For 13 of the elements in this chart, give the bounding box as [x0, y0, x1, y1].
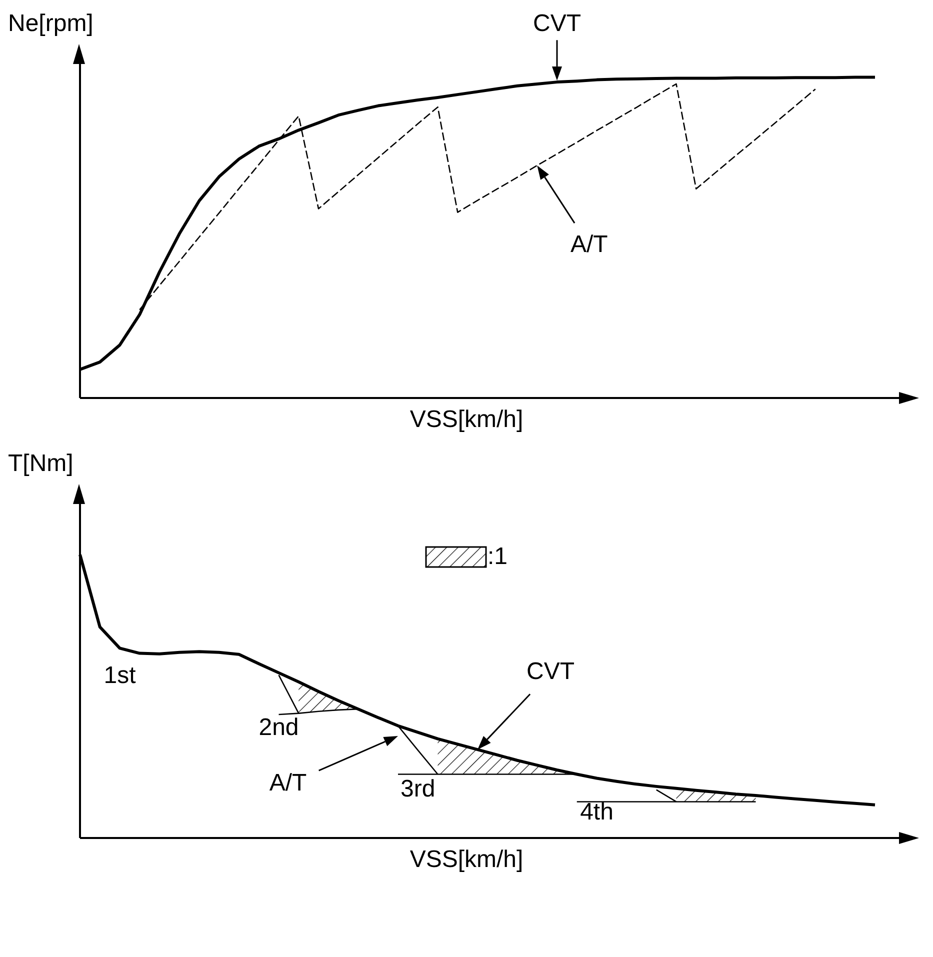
annotation: CVT [526, 658, 575, 685]
annotation: 1st [104, 662, 136, 689]
annotation: 2nd [258, 714, 299, 741]
y-axis-title: T[Nm] [8, 450, 74, 478]
x-axis-title: VSS[km/h] [408, 846, 524, 874]
legend-label: :1 [487, 543, 508, 571]
annotation: A/T [570, 230, 608, 258]
y-axis-title: Ne[rpm] [8, 10, 94, 38]
annotation: A/T [269, 769, 308, 796]
x-axis-title: VSS[km/h] [408, 406, 524, 434]
annotation: 4th [580, 798, 614, 826]
annotation: 3rd [400, 776, 436, 803]
text: CVT [533, 10, 582, 37]
